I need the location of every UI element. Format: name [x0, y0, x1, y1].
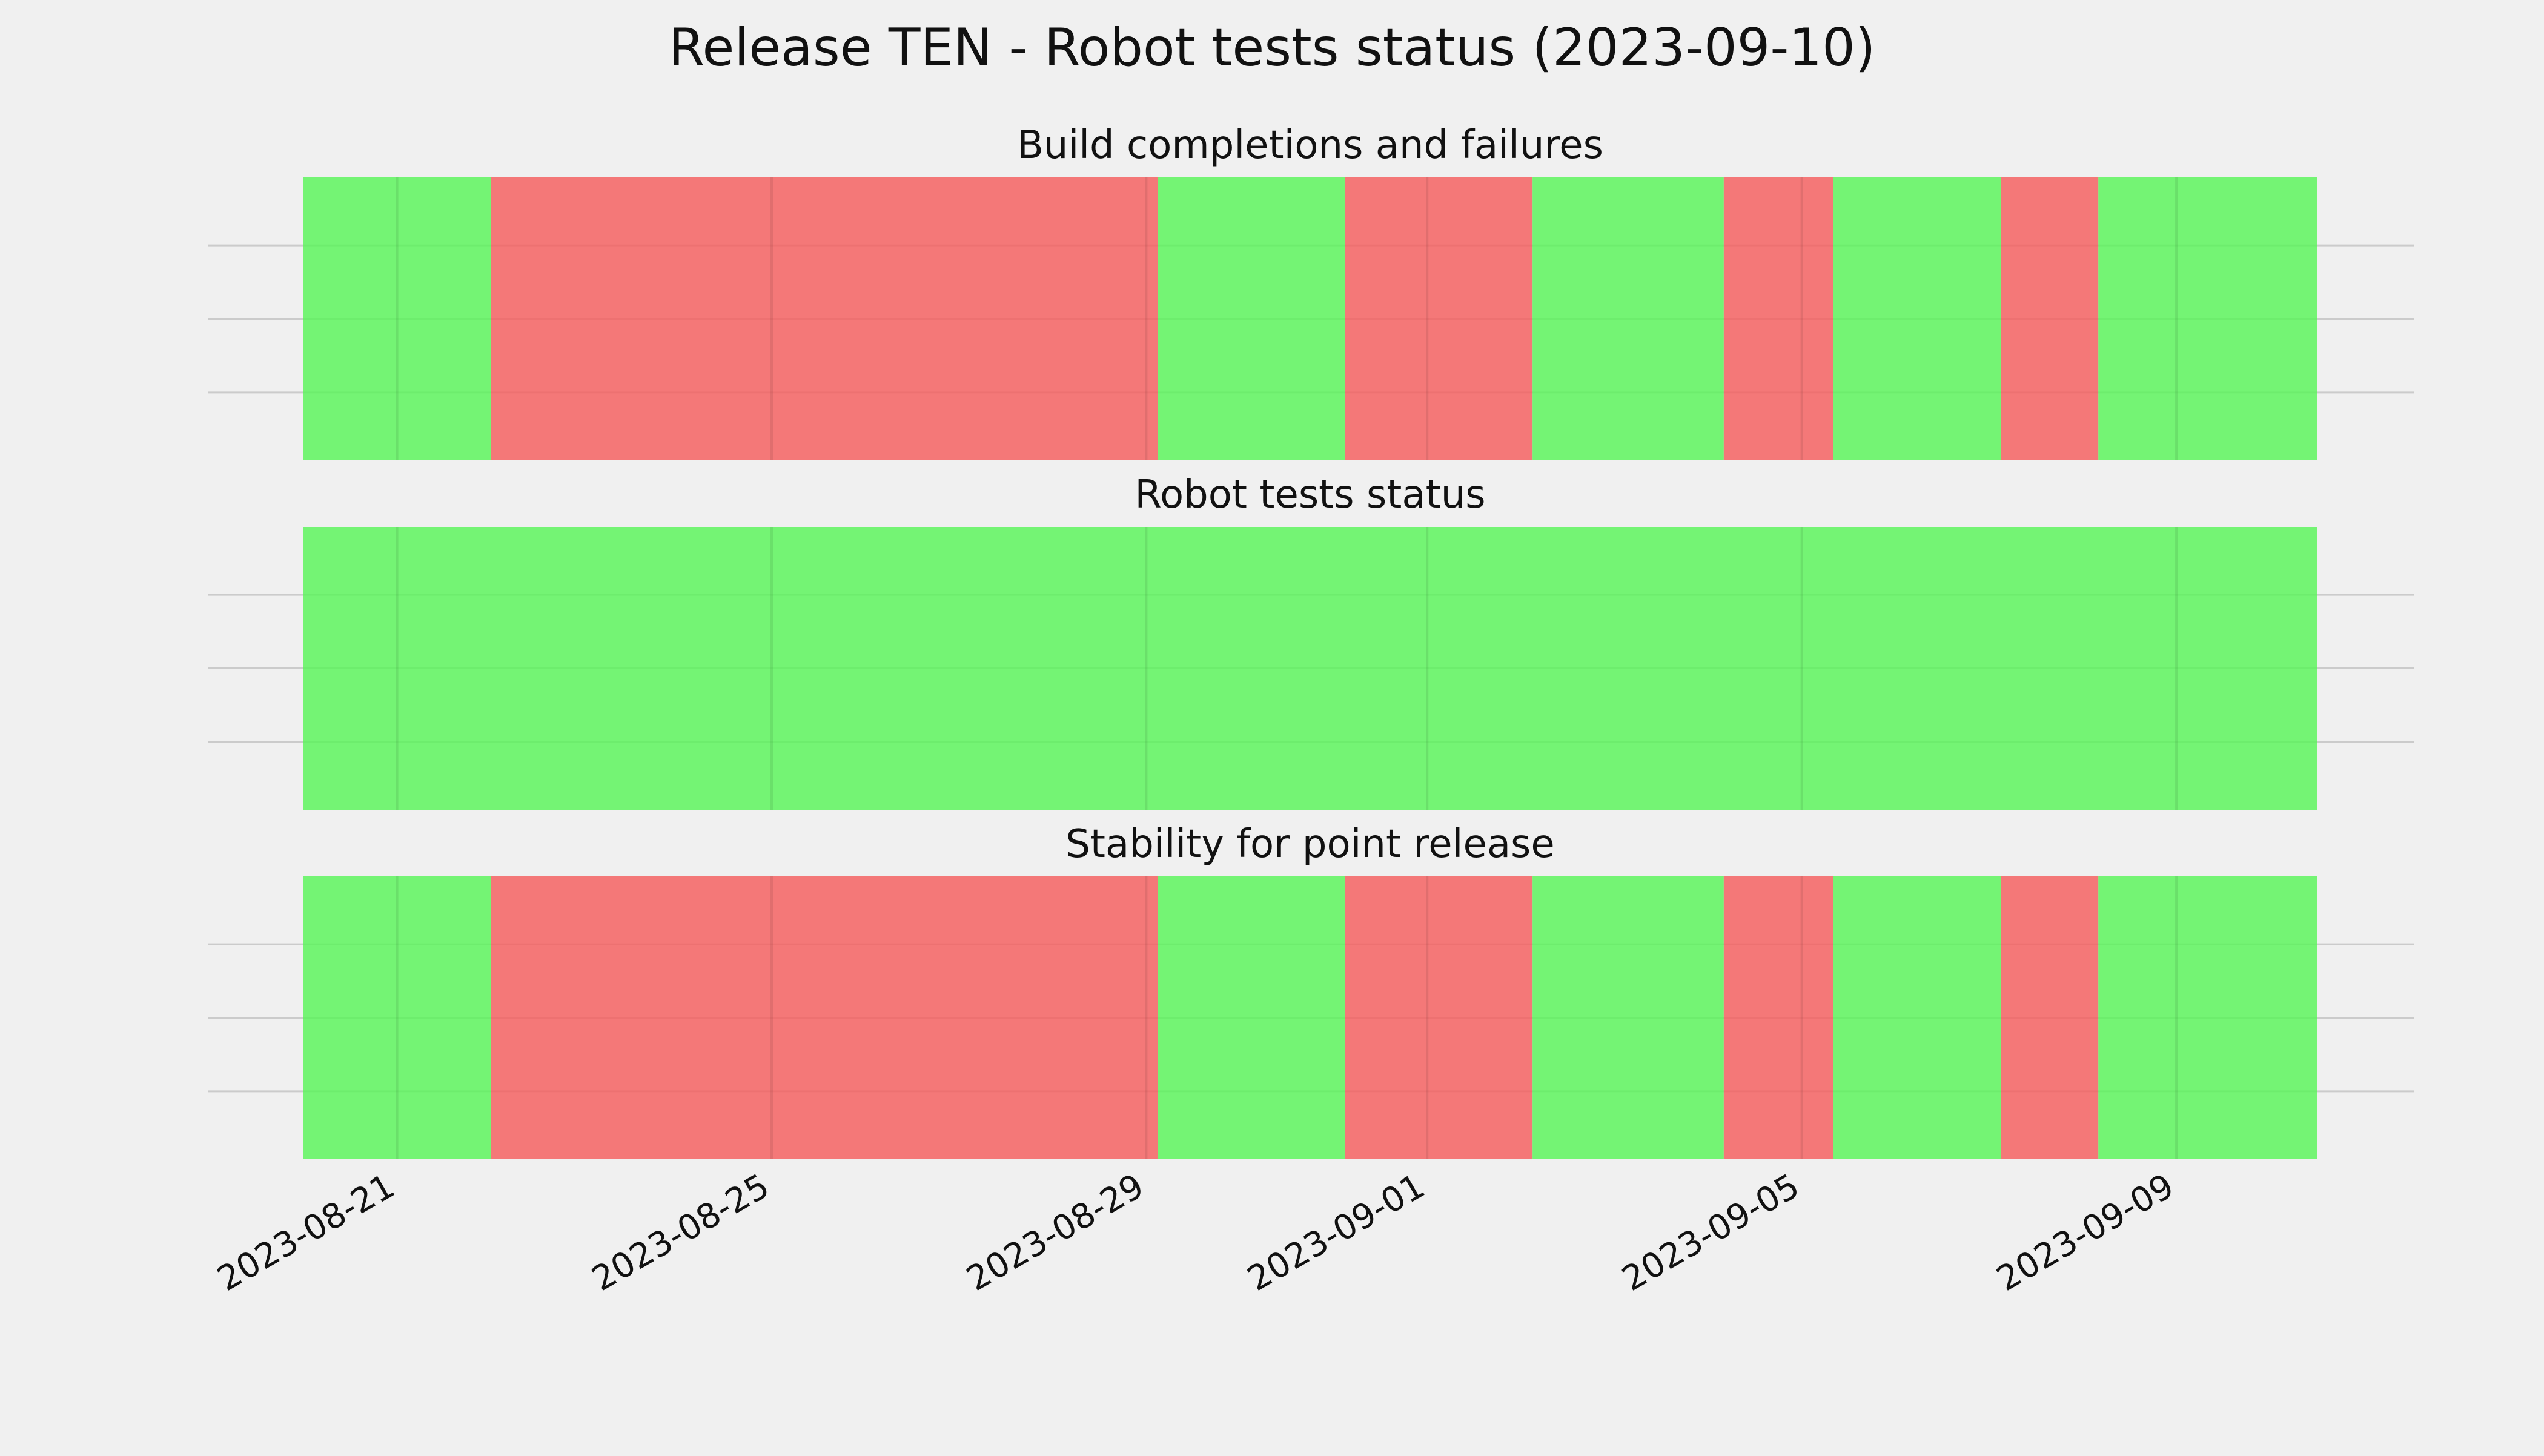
- panel: Build completions and failures: [208, 123, 2414, 460]
- status-segment-fail: [1723, 876, 1833, 1159]
- status-segment-pass: [1158, 876, 1345, 1159]
- panel: Robot tests status: [208, 472, 2414, 810]
- x-tick-label: 2023-09-09: [1990, 1166, 2181, 1299]
- status-segment-fail: [1345, 876, 1533, 1159]
- status-segment-fail: [1345, 177, 1533, 460]
- panel-title: Robot tests status: [1135, 472, 1485, 517]
- status-segment-fail: [491, 177, 1158, 460]
- status-segment-pass: [1532, 876, 1724, 1159]
- status-segment-pass: [1532, 177, 1724, 460]
- status-segment-pass: [303, 177, 491, 460]
- x-tick-label: 2023-08-21: [211, 1166, 401, 1299]
- chart-title: Release TEN - Robot tests status (2023-0…: [669, 18, 1876, 78]
- status-segment-pass: [303, 876, 491, 1159]
- status-segment-pass: [1833, 876, 2001, 1159]
- status-segment-fail: [491, 876, 1158, 1159]
- panel: Stability for point release: [208, 822, 2414, 1159]
- panel-title: Build completions and failures: [1017, 123, 1603, 168]
- status-segment-pass: [1833, 177, 2001, 460]
- status-segment-fail: [2001, 876, 2099, 1159]
- status-segment-pass: [1158, 177, 1345, 460]
- status-segment-fail: [2001, 177, 2099, 460]
- x-axis: 2023-08-21 2023-08-25 2023-08-29 2023-09-01…: [211, 1166, 2181, 1299]
- panels-layer: Build completions and failures Robot test…: [208, 123, 2414, 1159]
- status-segment-fail: [1723, 177, 1833, 460]
- x-tick-label: 2023-08-25: [586, 1166, 776, 1299]
- x-tick-label: 2023-09-01: [1241, 1166, 1431, 1299]
- x-tick-label: 2023-09-05: [1615, 1166, 1806, 1299]
- x-tick-label: 2023-08-29: [960, 1166, 1150, 1299]
- status-segment-pass: [2098, 876, 2317, 1159]
- panel-title: Stability for point release: [1065, 822, 1555, 867]
- status-segment-pass: [303, 527, 2317, 810]
- status-segment-pass: [2098, 177, 2317, 460]
